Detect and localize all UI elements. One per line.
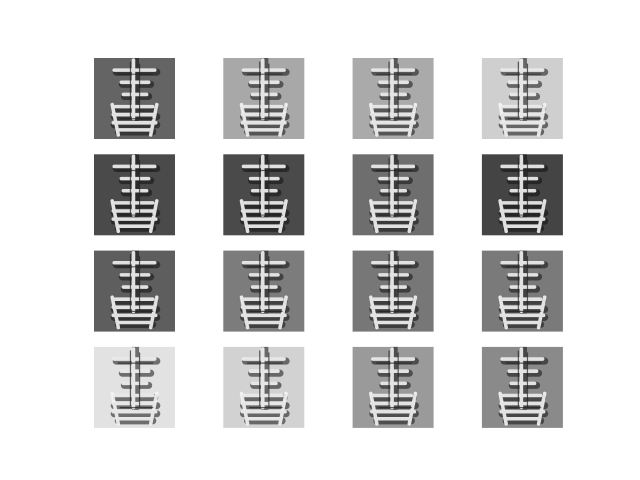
feature-map	[94, 58, 175, 139]
feature-map	[352, 58, 434, 139]
feature-map	[481, 346, 563, 428]
feature-map	[352, 346, 434, 428]
feature-map	[223, 251, 305, 332]
feature-map	[352, 154, 434, 236]
feature-map	[94, 346, 175, 428]
feature-map	[223, 154, 305, 236]
feature-map	[223, 58, 305, 139]
feature-map	[94, 154, 175, 236]
tile-grid	[94, 58, 563, 428]
feature-map	[352, 251, 434, 332]
feature-map	[481, 58, 563, 139]
feature-map	[481, 251, 563, 332]
feature-map	[94, 251, 175, 332]
feature-map	[481, 154, 563, 236]
feature-map	[223, 346, 305, 428]
